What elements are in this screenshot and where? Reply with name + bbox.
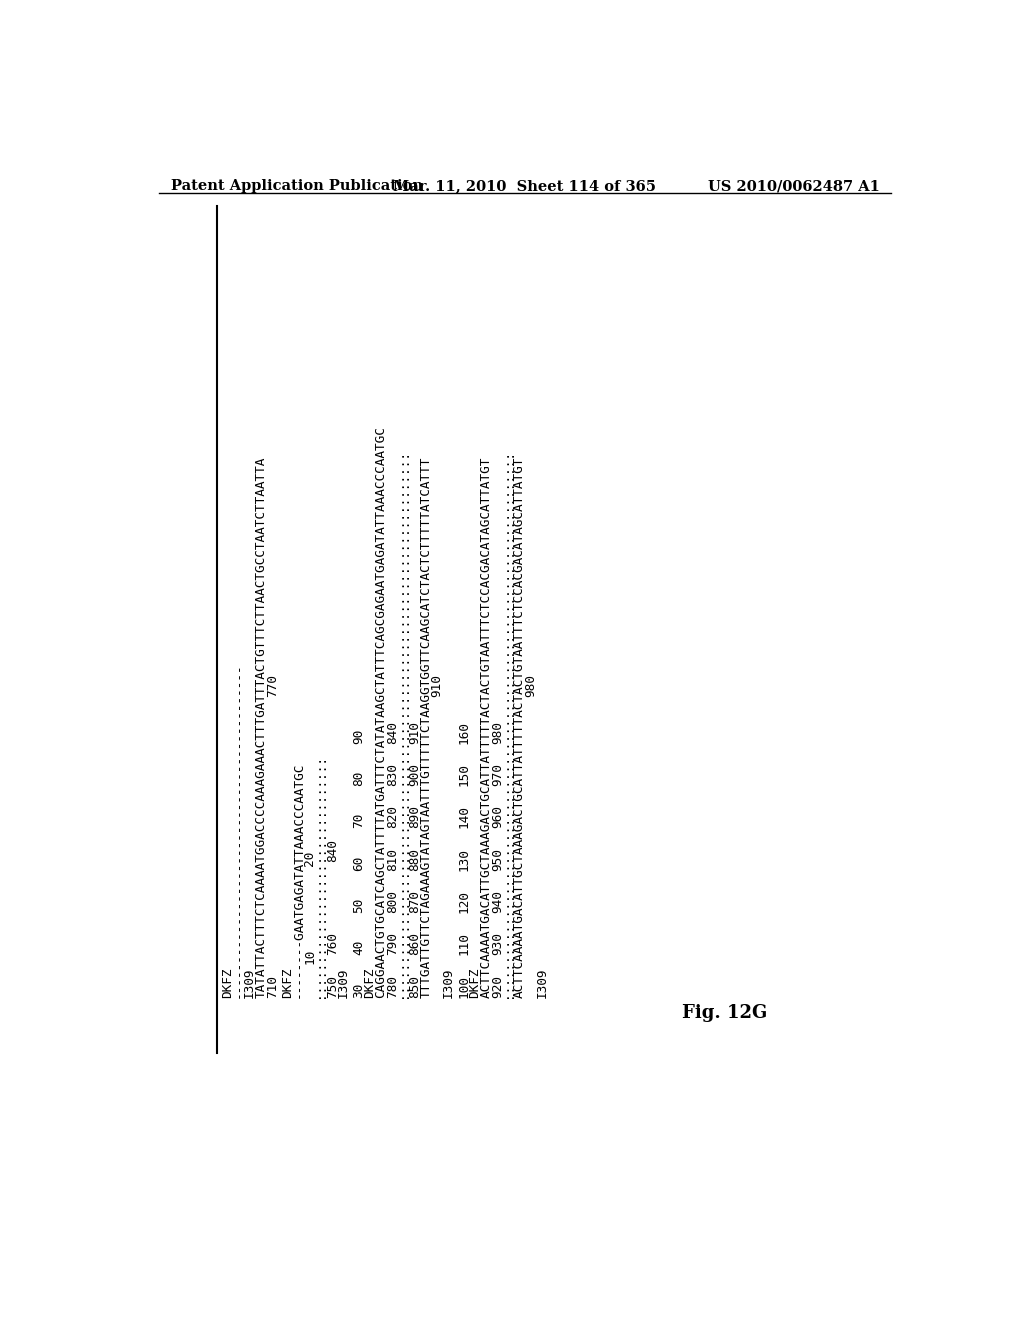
Text: 110: 110 <box>457 932 470 956</box>
Text: 850: 850 <box>409 975 421 998</box>
Text: 10: 10 <box>303 949 316 964</box>
Text: 950: 950 <box>490 847 504 871</box>
Text: ::::::::::::::::::::::::::::::::: :::::::::::::::::::::::::::::::: <box>314 754 328 998</box>
Text: I309: I309 <box>337 968 350 998</box>
Text: Mar. 11, 2010  Sheet 114 of 365: Mar. 11, 2010 Sheet 114 of 365 <box>393 180 656 193</box>
Text: DKFZ: DKFZ <box>221 968 233 998</box>
Text: I309: I309 <box>243 968 256 998</box>
Text: 870: 870 <box>409 890 421 913</box>
Text: 130: 130 <box>457 847 470 871</box>
Text: I309: I309 <box>536 968 549 998</box>
Text: 920: 920 <box>490 975 504 998</box>
Text: 910: 910 <box>431 675 443 697</box>
Text: 980: 980 <box>490 721 504 743</box>
Text: 790: 790 <box>386 932 398 956</box>
Text: TATATTACTTTCTCAAAATGGACCCCAAAGAAACTTTGATTTACTGTTTCTTAACTGCCTAATCTTAATTA: TATATTACTTTCTCAAAATGGACCCCAAAGAAACTTTGAT… <box>254 457 267 998</box>
Text: 910: 910 <box>409 721 421 743</box>
Text: 70: 70 <box>352 813 366 829</box>
Text: 30: 30 <box>352 982 366 998</box>
Text: 940: 940 <box>490 890 504 913</box>
Text: 50: 50 <box>352 898 366 913</box>
Text: Fig. 12G: Fig. 12G <box>682 1005 767 1022</box>
Text: Patent Application Publication: Patent Application Publication <box>171 180 423 193</box>
Text: ACTTCAAAATGACATTGCTAAAGACTGCATTATTTTTACTACTGTAATTTCTCCACGACATAGCATTATGT: ACTTCAAAATGACATTGCTAAAGACTGCATTATTTTTACT… <box>479 457 493 998</box>
Text: 840: 840 <box>386 721 398 743</box>
Text: 150: 150 <box>457 763 470 785</box>
Text: ::::::::::::::::::::::::::::::::::::::::::::::::::::::::::::::::::::::::: ::::::::::::::::::::::::::::::::::::::::… <box>502 449 515 998</box>
Text: TTTGATTGTTCTAGAAAGTATAGTAATTTGTTTTTCTAAGGTGGTTCAAGCATCTACTCTTTTTATCATTT: TTTGATTGTTCTAGAAAGTATAGTAATTTGTTTTTCTAAG… <box>420 457 432 998</box>
Text: 930: 930 <box>490 932 504 956</box>
Text: 80: 80 <box>352 771 366 785</box>
Text: 890: 890 <box>409 805 421 829</box>
Text: 100: 100 <box>457 975 470 998</box>
Text: US 2010/0062487 A1: US 2010/0062487 A1 <box>708 180 880 193</box>
Text: 160: 160 <box>457 721 470 743</box>
Text: 20: 20 <box>303 851 316 866</box>
Text: --------GAATGAGATATTAAACCCAATGC: --------GAATGAGATATTAAACCCAATGC <box>292 762 305 998</box>
Text: 880: 880 <box>409 847 421 871</box>
Text: 750: 750 <box>326 975 339 998</box>
Text: 760: 760 <box>326 932 339 956</box>
Text: 970: 970 <box>490 763 504 785</box>
Text: 120: 120 <box>457 890 470 913</box>
Text: CAGGAACTGTGCATCAGCTATTTTATGATTTCTATATAAGCTATTTCAGCGAGAATGAGATATTAAACCCAATGC: CAGGAACTGTGCATCAGCTATTTTATGATTTCTATATAAG… <box>375 426 387 998</box>
Text: 860: 860 <box>409 932 421 956</box>
Text: DKFZ: DKFZ <box>364 968 376 998</box>
Text: I309: I309 <box>442 968 455 998</box>
Text: 60: 60 <box>352 855 366 871</box>
Text: ACTTCAAAATGACATTGCTAAAGACTGCATTATTTTTACTACTGTAATTTCTCCACGACATAGCATTATGT: ACTTCAAAATGACATTGCTAAAGACTGCATTATTTTTACT… <box>513 457 526 998</box>
Text: 960: 960 <box>490 805 504 829</box>
Text: 710: 710 <box>265 975 279 998</box>
Text: 810: 810 <box>386 847 398 871</box>
Text: 840: 840 <box>326 840 339 862</box>
Text: 780: 780 <box>386 975 398 998</box>
Text: 40: 40 <box>352 940 366 956</box>
Text: 980: 980 <box>524 675 538 697</box>
Text: DKFZ: DKFZ <box>281 968 294 998</box>
Text: 900: 900 <box>409 763 421 785</box>
Text: 140: 140 <box>457 805 470 829</box>
Text: ::::::::::::::::::::::::::::::::::::::::::::::::::::::::::::::::::::::::: ::::::::::::::::::::::::::::::::::::::::… <box>397 449 410 998</box>
Text: DKFZ: DKFZ <box>468 968 481 998</box>
Text: 90: 90 <box>352 729 366 743</box>
Text: --------------------------------------------: ----------------------------------------… <box>232 663 245 998</box>
Text: 770: 770 <box>265 675 279 697</box>
Text: 800: 800 <box>386 890 398 913</box>
Text: 820: 820 <box>386 805 398 829</box>
Text: 830: 830 <box>386 763 398 785</box>
